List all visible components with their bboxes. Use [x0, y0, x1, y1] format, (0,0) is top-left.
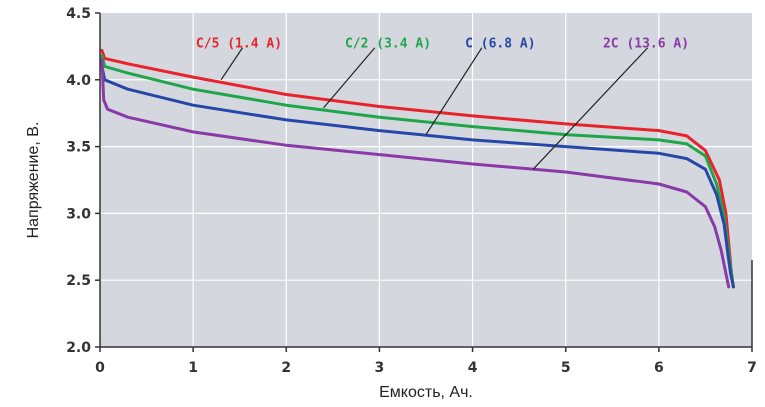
x-tick-label: 6	[654, 360, 664, 376]
series-line-4	[100, 58, 731, 289]
series-annotations: C/5 (1.4 A) C/2 (3.4 A) C (6.8 A) 2C (13.6 …	[196, 36, 689, 170]
series-label-2: C/2 (3.4 A)	[345, 36, 431, 51]
annotation-pointer-4	[532, 47, 649, 170]
series-line-3	[100, 64, 735, 289]
y-tick-label: 4.0	[66, 73, 91, 89]
x-tick-label: 0	[95, 360, 105, 376]
x-tick-label: 7	[747, 360, 757, 376]
series-line-1	[100, 48, 735, 289]
plot-area	[100, 13, 752, 347]
tick-labels: 0 1 2 3 4 5 6 7 2.0 2.5 3.0 3.5 4.0 4.5	[66, 6, 757, 376]
annotation-pointer-2	[323, 47, 376, 109]
annotation-pointer-1	[220, 47, 244, 81]
annotation-pointer-3	[425, 47, 483, 135]
y-axis-label: Напряжение, В.	[25, 122, 42, 239]
x-tick-label: 4	[468, 360, 478, 376]
x-tick-label: 5	[561, 360, 571, 376]
x-axis-label: Емкость, Ач.	[379, 384, 473, 401]
y-tick-label: 2.0	[66, 340, 91, 356]
series-label-3: C (6.8 A)	[465, 36, 535, 51]
y-tick-label: 3.0	[66, 206, 91, 222]
series-label-1: C/5 (1.4 A)	[196, 36, 282, 51]
axes	[95, 12, 753, 352]
y-tick-label: 4.5	[66, 6, 91, 22]
gridlines	[100, 13, 752, 347]
x-tick-label: 3	[375, 360, 385, 376]
x-tick-label: 2	[281, 360, 291, 376]
series-lines	[100, 48, 735, 289]
y-tick-label: 2.5	[66, 273, 91, 289]
series-label-4: 2C (13.6 A)	[603, 36, 689, 51]
y-tick-label: 3.5	[66, 140, 91, 156]
x-tick-label: 1	[188, 360, 198, 376]
